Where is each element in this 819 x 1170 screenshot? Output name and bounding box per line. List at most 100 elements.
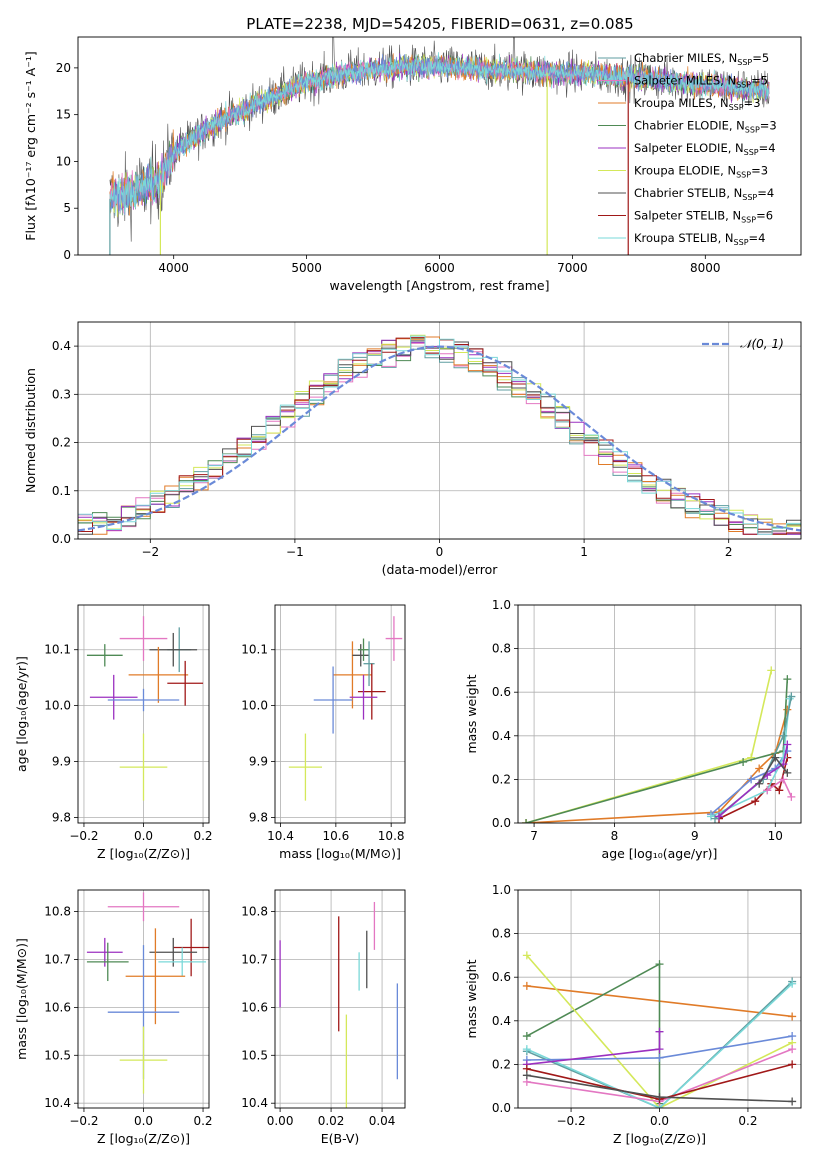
weight-marker-weight_vs_age-6-3 — [787, 692, 796, 701]
frame-residuals — [77, 321, 802, 540]
xtick-label-age_vs_mass-2: 10.8 — [378, 829, 405, 843]
weight-marker-weight_vs_Z-4-2 — [788, 979, 797, 988]
legend-nssp-4: 4 — [768, 141, 775, 155]
legend-model-4: Salpeter ELODIE — [634, 141, 728, 155]
ytick-label-spectrum-1: 5 — [63, 201, 71, 215]
ytick-label-age_vs_Z-3: 10.1 — [44, 643, 71, 657]
legend-nssp-1: 5 — [761, 74, 768, 88]
frame-spectrum — [77, 36, 802, 256]
xtick-label-mass_vs_Z-1: 0.0 — [134, 1114, 153, 1128]
frame-age_vs_mass — [274, 604, 406, 824]
legend-label-2: Kroupa MILES, NSSP=3 — [634, 96, 761, 112]
plot-area-spectrum — [109, 37, 770, 255]
legend-label-1: Salpeter MILES, NSSP=5 — [634, 74, 768, 90]
weight-marker-weight_vs_Z-9-1 — [655, 1093, 664, 1102]
legend-nssp-prefix-2: , N — [713, 96, 729, 110]
legend-model-8: Kroupa STELIB — [634, 231, 718, 245]
legend-model-2: Kroupa MILES — [634, 96, 713, 110]
weight-marker-weight_vs_Z-6-2 — [655, 1027, 664, 1036]
xtick-label-spectrum-2: 6000 — [424, 261, 455, 275]
ylabel-weight_vs_Z: mass weight — [464, 959, 479, 1038]
panel-weight_vs_Z: −0.2 0.0 0.2 0.0 0.2 0.4 0.6 0.8 1.0 Z [log₁₀(Z/Z… — [464, 883, 802, 1146]
frame-age_vs_Z — [77, 604, 210, 824]
xlabel-age_vs_Z: Z [log₁₀(Z/Z⊙)] — [97, 846, 190, 861]
ytick-label-age_vs_mass-0: 9.8 — [249, 810, 268, 824]
weight-marker-weight_vs_Z-7-2 — [788, 1045, 797, 1054]
ytick-label-mass_vs_ebv-2: 10.6 — [241, 1000, 268, 1014]
plot-area-residuals — [78, 334, 801, 535]
ytick-label-residuals-4: 0.4 — [52, 339, 71, 353]
legend-label-0: Chabrier MILES, NSSP=5 — [634, 51, 769, 67]
weight-line-weight_vs_age-3 — [710, 750, 788, 815]
legend-nssp-sub-0: SSP — [737, 58, 752, 67]
legend-nssp-eq-6: = — [757, 186, 767, 200]
xlabel-age_vs_mass: mass [log₁₀(M/M⊙)] — [279, 846, 401, 861]
ylabel-age_vs_Z: age [log₁₀(age/yr)] — [14, 656, 29, 772]
ytick-label-mass_vs_Z-0: 10.4 — [44, 1096, 71, 1110]
legend-model-6: Chabrier STELIB — [634, 186, 726, 200]
xtick-label-age_vs_mass-1: 10.6 — [322, 829, 349, 843]
legend-nssp-prefix-4: , N — [728, 141, 744, 155]
weight-line-weight_vs_age-1 — [525, 709, 789, 823]
weight-marker-weight_vs_age-1-4 — [783, 705, 792, 714]
weight-marker-weight_vs_Z-0-0 — [522, 981, 531, 990]
ytick-label-spectrum-0: 0 — [63, 248, 71, 262]
xtick-label-weight_vs_age-0: 7 — [530, 829, 538, 843]
weight-marker-weight_vs_Z-9-0 — [522, 1071, 531, 1080]
legend-model-3: Chabrier ELODIE — [634, 119, 729, 133]
weight-marker-weight_vs_age-7-0 — [714, 812, 723, 821]
legend-nssp-sub-5: SSP — [736, 171, 751, 180]
frame-mass_vs_Z — [77, 889, 210, 1109]
spectrum-line-9 — [109, 56, 770, 216]
ytick-label-weight_vs_age-4: 0.8 — [492, 642, 511, 656]
frame-mass_vs_ebv — [274, 889, 406, 1109]
weight-marker-weight_vs_age-6-0 — [710, 814, 719, 823]
weight-marker-weight_vs_Z-1-1 — [655, 960, 664, 969]
legend-nssp-prefix-8: , N — [718, 231, 734, 245]
ytick-label-age_vs_mass-2: 10.0 — [241, 699, 268, 713]
legend-label-6: Chabrier STELIB, NSSP=4 — [634, 186, 774, 202]
weight-marker-weight_vs_age-2-0 — [522, 819, 531, 823]
xtick-label-mass_vs_Z-2: 0.2 — [193, 1114, 212, 1128]
xtick-label-mass_vs_ebv-1: 0.02 — [318, 1114, 345, 1128]
legend-label-4: Salpeter ELODIE, NSSP=4 — [634, 141, 776, 157]
panel-age_vs_Z: −0.2 0.0 0.2 9.8 9.9 10.0 10.1 Z [log₁₀(Z/Z⊙)] a… — [14, 604, 213, 861]
xtick-label-weight_vs_age-3: 10 — [768, 829, 783, 843]
legend-model-5: Kroupa ELODIE — [634, 164, 720, 178]
weight-line-weight_vs_age-5 — [710, 698, 791, 818]
weight-marker-weight_vs_Z-9-2 — [788, 1097, 797, 1106]
normal-curve — [78, 345, 801, 532]
xtick-label-mass_vs_Z-0: −0.2 — [69, 1114, 98, 1128]
xtick-label-weight_vs_Z-2: 0.2 — [738, 1114, 757, 1128]
plot-area-mass_vs_Z — [86, 892, 209, 1094]
weight-marker-weight_vs_Z-4-0 — [522, 1045, 531, 1054]
xtick-label-spectrum-1: 5000 — [291, 261, 322, 275]
legend-nssp-7: 6 — [766, 209, 773, 223]
legend-nssp-8: 4 — [758, 231, 765, 245]
ytick-label-mass_vs_ebv-0: 10.4 — [241, 1096, 268, 1110]
ytick-label-weight_vs_age-5: 1.0 — [492, 598, 511, 612]
xtick-label-residuals-2: 0 — [436, 545, 444, 559]
ytick-label-spectrum-3: 15 — [56, 108, 71, 122]
weight-marker-weight_vs_age-4-3 — [775, 786, 784, 795]
xlabel-residuals: (data-model)/error — [382, 562, 499, 577]
legend-nssp-eq-4: = — [759, 141, 769, 155]
weight-marker-weight_vs_Z-6-1 — [655, 1045, 664, 1054]
legend-nssp-eq-0: = — [752, 51, 762, 65]
legend-nssp-prefix-3: , N — [729, 119, 745, 133]
frame-weight_vs_Z — [517, 889, 802, 1109]
ylabel-weight_vs_age: mass weight — [464, 674, 479, 753]
legend-nssp-prefix-0: , N — [721, 51, 737, 65]
legend-nssp-sub-2: SSP — [729, 103, 744, 112]
weight-marker-weight_vs_age-5-0 — [706, 812, 715, 821]
ytick-label-age_vs_Z-2: 10.0 — [44, 699, 71, 713]
spectrum-legend: Chabrier MILES, NSSP=5 Salpeter MILES, NS… — [598, 51, 777, 247]
ytick-label-weight_vs_age-0: 0.0 — [492, 816, 511, 830]
panel-mass_vs_ebv: 0.00 0.02 0.04 10.4 10.5 10.6 10.7 10.8 E(B-V) — [241, 889, 406, 1146]
xlabel-weight_vs_age: age [log₁₀(age/yr)] — [602, 846, 718, 861]
xlabel-spectrum: wavelength [Angstrom, rest frame] — [329, 278, 549, 293]
weight-marker-weight_vs_age-2-3 — [783, 675, 792, 684]
legend-label-7: Salpeter STELIB, NSSP=6 — [634, 209, 773, 225]
legend-label-8: Kroupa STELIB, NSSP=4 — [634, 231, 766, 247]
plot-area-weight_vs_age — [522, 666, 796, 823]
